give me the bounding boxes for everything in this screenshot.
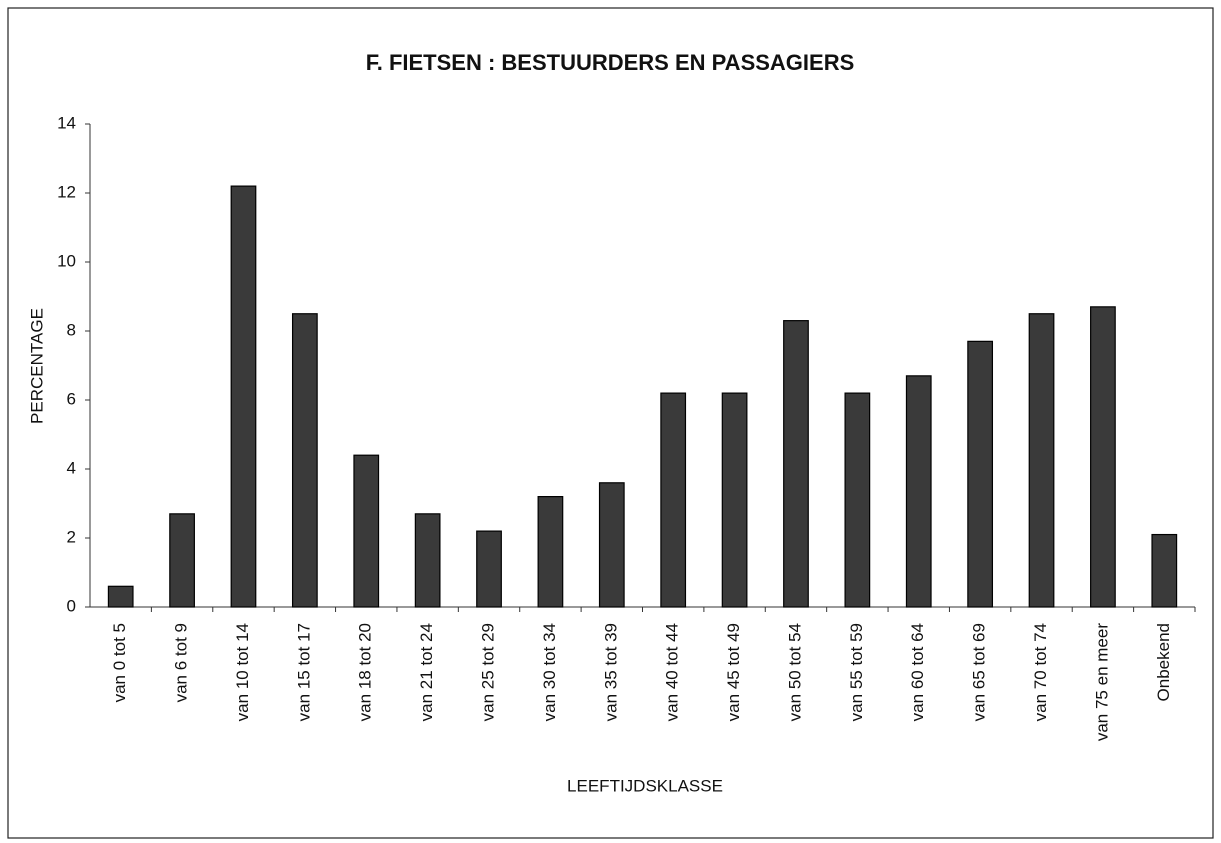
bar [230,185,257,608]
x-tick-label: van 0 tot 5 [110,623,129,702]
x-tick-label: van 60 tot 64 [908,623,927,721]
y-tick-label: 6 [67,389,76,408]
x-tick-label: van 6 tot 9 [172,623,191,702]
y-tick-label: 12 [57,182,76,201]
x-tick-label: van 65 tot 69 [970,623,989,721]
y-axis-label: PERCENTAGE [27,308,46,424]
y-tick-label: 14 [57,113,76,132]
x-tick-label: van 55 tot 59 [847,623,866,721]
bar [598,482,625,608]
chart-title: F. FIETSEN : BESTUURDERS EN PASSAGIERS [366,50,855,75]
y-tick-label: 0 [67,596,76,615]
y-tick-label: 10 [57,251,76,270]
x-tick-label: van 30 tot 34 [540,623,559,721]
bar [967,340,994,608]
y-tick-label: 2 [67,527,76,546]
x-tick-label: van 45 tot 49 [724,623,743,721]
x-tick-label: Onbekend [1154,623,1173,701]
x-tick-label: van 25 tot 29 [479,623,498,721]
bar [1028,313,1055,608]
x-tick-label: van 15 tot 17 [294,623,313,721]
bar [844,392,871,608]
x-tick-label: van 50 tot 54 [785,623,804,721]
bar [414,513,441,608]
bar [169,513,195,608]
x-tick-label: van 40 tot 44 [663,623,682,721]
x-axis-label: LEEFTIJDSKLASSE [567,776,723,795]
bar [783,320,809,608]
x-tick-label: van 21 tot 24 [417,623,436,721]
bar [660,392,687,608]
y-tick-label: 8 [67,320,76,339]
y-tick-label: 4 [67,458,76,477]
bar [905,375,932,608]
bar [721,392,748,608]
bar [476,530,502,608]
bar [1090,306,1116,608]
x-tick-label: van 35 tot 39 [601,623,620,721]
x-tick-label: van 10 tot 14 [233,623,252,721]
bar [353,454,380,608]
x-tick-label: van 70 tot 74 [1031,623,1050,721]
bar [291,313,318,608]
bar [107,585,134,608]
chart-border [7,7,1214,839]
bar [537,496,564,608]
bar [1151,533,1178,608]
x-tick-label: van 75 en meer [1092,623,1111,741]
x-tick-label: van 18 tot 20 [356,623,375,721]
